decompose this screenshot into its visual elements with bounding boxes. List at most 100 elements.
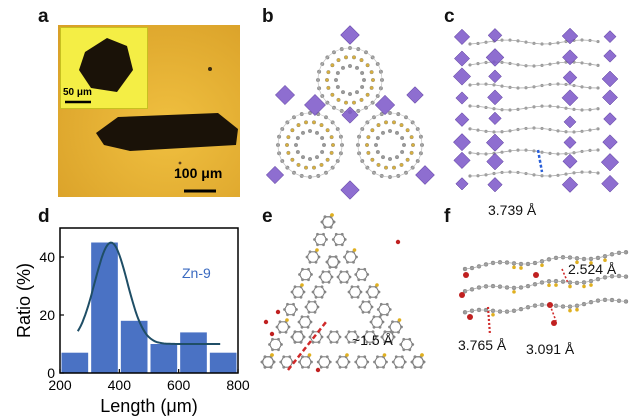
oxygen-atom bbox=[467, 314, 473, 320]
y-tick-label: 40 bbox=[39, 249, 55, 265]
oxygen-atom bbox=[533, 272, 539, 278]
metal-polyhedron bbox=[487, 28, 503, 43]
metal-polyhedron bbox=[453, 28, 471, 46]
metal-polyhedron bbox=[487, 89, 503, 106]
distance-label-f-3: 3.091 Å bbox=[526, 341, 575, 357]
metal-polyhedron bbox=[603, 112, 617, 126]
x-tick-label: 400 bbox=[108, 377, 132, 393]
metal-polyhedron bbox=[486, 152, 504, 171]
metal-polyhedron bbox=[487, 177, 503, 193]
distance-label-e: ~1.5 Å bbox=[352, 332, 393, 348]
distance-label-f-2: 3.765 Å bbox=[458, 337, 507, 353]
scale-label-main: 100 μm bbox=[174, 165, 223, 181]
metal-polyhedron bbox=[561, 176, 579, 193]
metal-polyhedron bbox=[602, 89, 618, 106]
metal-polyhedron bbox=[561, 89, 579, 107]
metal-polyhedron bbox=[453, 151, 471, 169]
panel-label-c: c bbox=[444, 6, 455, 27]
distance-label-f-1: 2.524 Å bbox=[568, 261, 617, 277]
metal-polyhedron bbox=[488, 69, 502, 84]
oxygen-atom bbox=[551, 320, 557, 326]
metal-polyhedron bbox=[454, 50, 470, 67]
stacked-layers-view-c bbox=[452, 27, 620, 193]
metal-polyhedron bbox=[340, 180, 360, 200]
metal-polyhedron bbox=[561, 27, 579, 45]
histogram-bar bbox=[180, 332, 207, 373]
metal-polyhedron bbox=[453, 133, 471, 152]
panel-c-structure: 3.739 Å bbox=[450, 22, 625, 218]
metal-polyhedron bbox=[415, 165, 435, 185]
histogram-chart: 200 400 600 800 0 20 40 Zn-9 Length (μm) Rati… bbox=[14, 227, 250, 416]
y-tick-label: 0 bbox=[47, 365, 55, 381]
metal-polyhedron bbox=[452, 67, 472, 86]
metal-polyhedron bbox=[563, 115, 577, 129]
metal-polyhedron bbox=[602, 134, 618, 150]
metal-polyhedron bbox=[562, 49, 578, 66]
metal-polyhedron bbox=[341, 106, 359, 124]
metal-polyhedron bbox=[274, 84, 296, 106]
metal-polyhedron bbox=[562, 70, 578, 85]
metal-polyhedron bbox=[374, 94, 396, 116]
panel-a-micrograph: 100 μm 50 μm bbox=[58, 25, 240, 197]
panel-e-structure: ~1.5 Å bbox=[258, 212, 438, 412]
panel-d-chart: 200 400 600 800 0 20 40 Zn-9 Length (μm) Rati… bbox=[0, 210, 250, 417]
metal-polyhedron bbox=[603, 30, 617, 44]
pore-view-e bbox=[260, 213, 426, 373]
hbond-marker bbox=[549, 304, 557, 322]
x-tick-label: 200 bbox=[48, 377, 72, 393]
metal-polyhedron bbox=[265, 165, 285, 185]
panel-label-e: e bbox=[262, 206, 273, 227]
scale-label-inset: 50 μm bbox=[63, 87, 92, 98]
series-legend: Zn-9 bbox=[182, 265, 211, 281]
dust-speck bbox=[208, 67, 212, 71]
panel-label-a: a bbox=[38, 6, 49, 27]
metal-polyhedron bbox=[601, 70, 619, 88]
oxygen-atom bbox=[275, 309, 281, 315]
panel-label-f: f bbox=[444, 206, 451, 227]
gaussian-fit-curve bbox=[76, 241, 221, 345]
oxygen-atom bbox=[459, 292, 465, 298]
panel-b-structure bbox=[255, 25, 445, 205]
x-tick-label: 600 bbox=[167, 377, 191, 393]
y-tick-label: 20 bbox=[39, 307, 55, 323]
micrograph-inset: 50 μm bbox=[60, 27, 148, 109]
x-axis-label: Length (μm) bbox=[100, 396, 197, 416]
pore-distance-marker bbox=[287, 321, 327, 371]
histogram-bar bbox=[61, 352, 89, 373]
histogram-bar bbox=[91, 242, 118, 373]
metal-polyhedron bbox=[406, 86, 424, 104]
metal-polyhedron bbox=[601, 174, 619, 193]
metal-polyhedron bbox=[485, 48, 505, 67]
distance-label-c: 3.739 Å bbox=[488, 202, 537, 218]
chart-frame bbox=[59, 227, 239, 374]
metal-polyhedron bbox=[603, 49, 617, 63]
hbond-marker bbox=[561, 268, 569, 284]
metal-polyhedron bbox=[563, 135, 577, 149]
metal-polyhedron bbox=[340, 25, 360, 45]
metal-polyhedron bbox=[488, 111, 502, 126]
metal-polyhedron bbox=[600, 153, 620, 172]
oxygen-atom bbox=[269, 331, 275, 337]
interlayer-distance-marker bbox=[486, 306, 492, 336]
inset-crystal bbox=[65, 38, 133, 104]
dust-speck bbox=[178, 161, 182, 165]
metal-polyhedron bbox=[562, 153, 578, 169]
interlayer-view-f bbox=[459, 250, 629, 336]
crystal-rod bbox=[96, 113, 238, 151]
oxygen-atom bbox=[263, 319, 269, 325]
oxygen-atom bbox=[395, 239, 401, 245]
mof-framework-view-b bbox=[265, 25, 435, 200]
stacking-distance-marker bbox=[536, 149, 544, 173]
metal-polyhedron bbox=[455, 91, 469, 105]
x-tick-label: 800 bbox=[226, 377, 250, 393]
panel-label-b: b bbox=[262, 6, 274, 27]
metal-polyhedron bbox=[454, 112, 470, 127]
y-axis-label: Ratio (%) bbox=[14, 263, 34, 338]
oxygen-atom bbox=[463, 272, 469, 278]
oxygen-atom bbox=[315, 367, 321, 373]
metal-polyhedron bbox=[304, 94, 326, 116]
histogram-bar bbox=[209, 352, 237, 373]
metal-polyhedron bbox=[455, 177, 469, 191]
panel-f-structure: 2.524 Å 3.765 Å 3.091 Å bbox=[450, 245, 635, 375]
histogram-bar bbox=[150, 344, 178, 373]
